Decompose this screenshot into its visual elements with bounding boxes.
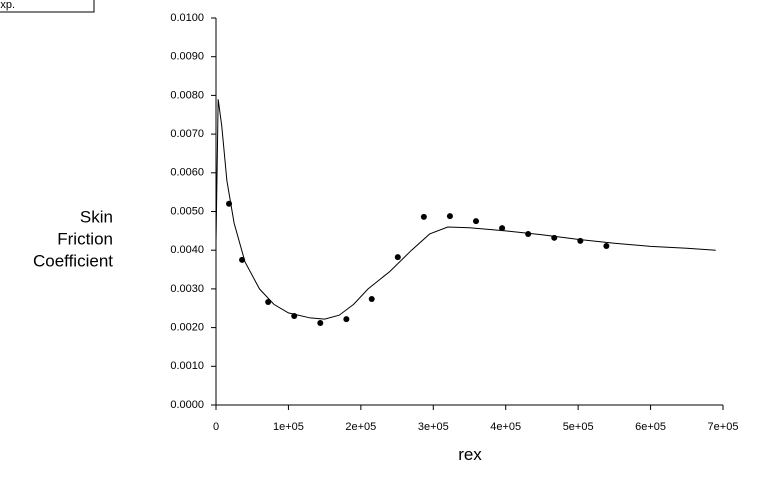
point <box>603 242 610 249</box>
y-tick-label: 0.0060 <box>170 167 204 179</box>
x-tick-label: 2e+05 <box>345 421 376 433</box>
y-tick-label: 0.0080 <box>170 89 204 101</box>
x-tick-label: 1e+05 <box>273 421 304 433</box>
point <box>499 225 506 232</box>
x-axis-label: rex <box>458 445 482 464</box>
y-axis-label: Skin <box>80 207 113 226</box>
y-axis-label: Friction <box>57 229 113 248</box>
x-tick-label: 7e+05 <box>708 421 739 433</box>
y-tick-label: 0.0050 <box>170 205 204 217</box>
x-tick-label: 4e+05 <box>490 421 521 433</box>
point <box>446 213 453 220</box>
y-tick-label: 0.0010 <box>170 360 204 372</box>
x-tick-label: 3e+05 <box>418 421 449 433</box>
x-tick-label: 5e+05 <box>563 421 594 433</box>
point <box>394 254 401 261</box>
point <box>525 230 532 237</box>
point <box>473 218 480 225</box>
point <box>577 237 584 244</box>
point <box>368 295 375 302</box>
legend-box <box>0 0 95 13</box>
y-tick-label: 0.0020 <box>170 322 204 334</box>
y-tick-label: 0.0040 <box>170 244 204 256</box>
y-tick-label: 0.0000 <box>170 399 204 411</box>
point <box>265 299 272 306</box>
point <box>420 213 427 220</box>
y-tick-label: 0.0090 <box>170 51 204 63</box>
y-tick-label: 0.0100 <box>170 12 204 24</box>
y-axis-label: Coefficient <box>33 251 113 270</box>
y-tick-label: 0.0070 <box>170 128 204 140</box>
legend-label: Exp. <box>0 0 15 11</box>
x-tick-label: 6e+05 <box>635 421 666 433</box>
point <box>343 316 350 323</box>
x-tick-label: 0 <box>213 421 219 433</box>
line <box>215 99 716 320</box>
point <box>317 319 324 326</box>
y-tick-label: 0.0030 <box>170 283 204 295</box>
